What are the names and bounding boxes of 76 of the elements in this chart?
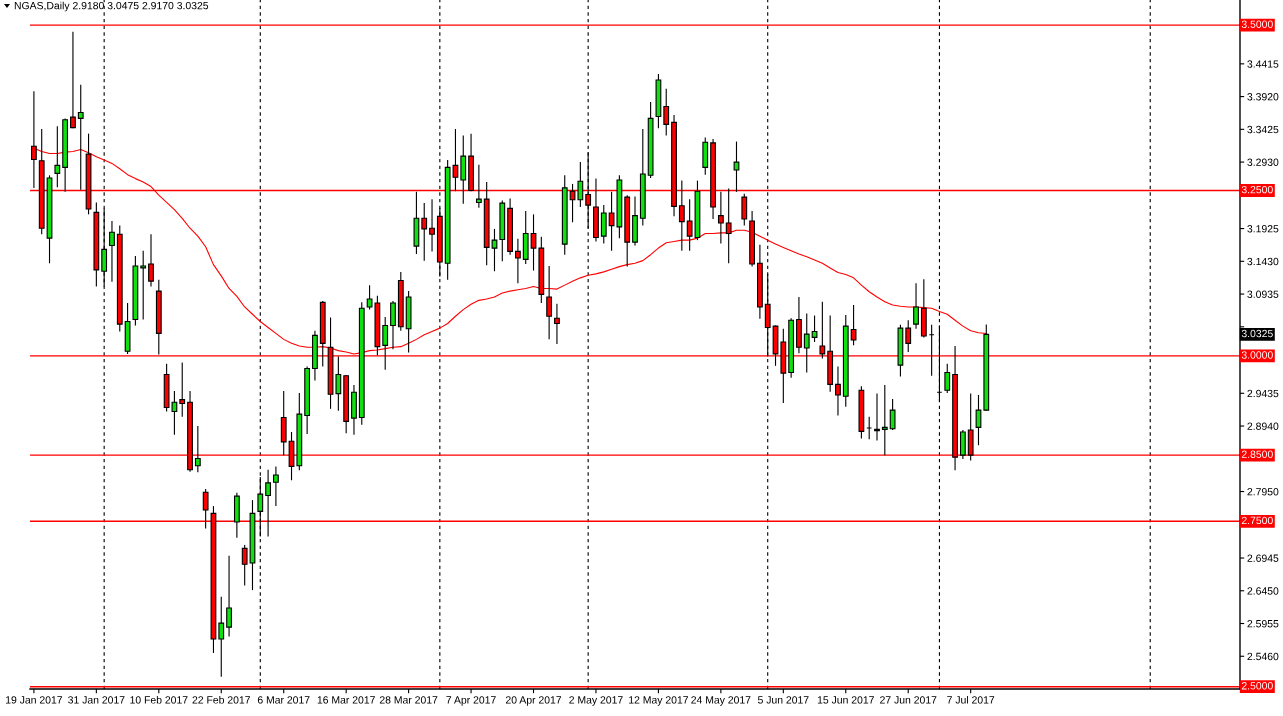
candlestick: [109, 220, 115, 283]
x-tick-label: 20 Apr 2017: [505, 696, 562, 706]
candlestick: [390, 300, 396, 350]
y-tick-label: 3.3920: [1247, 93, 1279, 101]
x-tick-label: 5 Jun 2017: [757, 696, 809, 704]
candlestick: [546, 265, 553, 340]
y-tick-label: 3.3425: [1247, 125, 1279, 134]
candlestick: [460, 135, 467, 205]
candlestick: [140, 250, 147, 321]
candlestick: [881, 384, 888, 456]
y-tick-label: 2.6945: [1247, 554, 1279, 562]
y-tick-label: 3.4415: [1247, 60, 1279, 68]
candlestick: [429, 198, 435, 252]
candlestick: [194, 425, 201, 473]
x-tick-label: 6 Mar 2017: [257, 696, 310, 704]
candlestick: [273, 465, 279, 507]
x-tick-label: 2 May 2017: [569, 696, 623, 706]
x-tick-label: 22 Feb 2017: [192, 695, 250, 704]
x-tick-label: 16 Mar 2017: [317, 696, 375, 704]
ref-line-label: 2.7500: [1241, 516, 1273, 525]
y-tick-label: 2.8940: [1247, 422, 1279, 430]
candlestick: [741, 193, 748, 227]
ref-line-label: 2.5000: [1241, 682, 1273, 690]
candlestick: [382, 316, 389, 371]
y-tick-label: 2.6450: [1247, 587, 1279, 595]
candlestick: [265, 469, 271, 538]
y-tick-label: 2.5460: [1247, 652, 1279, 661]
candlestick: [835, 365, 841, 417]
candlestick: [421, 202, 428, 262]
candlestick: [663, 88, 670, 137]
candlestick: [70, 31, 76, 129]
candlestick: [889, 398, 896, 431]
candlestick: [866, 416, 873, 440]
candlestick: [905, 319, 912, 353]
x-tick-label: 19 Jan 2017: [6, 696, 63, 704]
ref-line-label: 3.2500: [1241, 185, 1273, 194]
x-tick-label: 7 Apr 2017: [446, 696, 496, 706]
x-tick-label: 7 Jul 2017: [947, 695, 995, 704]
annotation: 3.0325: [1241, 329, 1273, 338]
candlestick: [811, 315, 818, 343]
candlestick: [850, 304, 857, 346]
candlestick: [944, 363, 951, 394]
candlestick: [515, 238, 521, 284]
x-tick-label: 15 Jun 2017: [817, 696, 874, 704]
y-tick-label: 3.1430: [1247, 257, 1279, 266]
y-tick-label: 2.9435: [1247, 389, 1279, 398]
candlestick: [959, 429, 966, 460]
candlestick: [975, 394, 982, 446]
x-tick-label: 31 Jan 2017: [68, 696, 125, 704]
candlestick: [475, 164, 482, 209]
candlestick: [803, 313, 810, 374]
y-tick-label: 3.1925: [1247, 225, 1279, 233]
x-tick-label: 28 Mar 2017: [379, 696, 438, 704]
ref-line-label: 3.5000: [1241, 20, 1273, 28]
candlestick: [874, 393, 880, 442]
candlestick: [218, 596, 225, 678]
y-tick-label: 2.5955: [1247, 620, 1279, 628]
y-tick-label: 2.7950: [1247, 488, 1279, 496]
x-tick-label: 10 Feb 2017: [130, 695, 188, 704]
x-tick-label: 27 Jun 2017: [880, 696, 937, 704]
y-tick-label: 3.0935: [1247, 290, 1279, 298]
candlestick: [554, 303, 560, 345]
x-tick-label: 24 May 2017: [691, 696, 751, 706]
candlestick: [733, 141, 740, 193]
candlestick: [148, 233, 154, 288]
candlestick: [77, 84, 84, 191]
candlestick: [226, 555, 232, 637]
candlestick: [54, 125, 61, 188]
ref-line-label: 3.0000: [1241, 351, 1273, 359]
candlestick: [600, 204, 607, 245]
candlestick: [179, 361, 186, 418]
chart-title: NGAS,Daily 2.9180 3.0475 2.9170 3.0325: [14, 1, 209, 12]
x-tick-label: 12 May 2017: [629, 696, 689, 706]
y-tick-label: 3.2930: [1247, 158, 1279, 166]
ref-line-label: 2.8500: [1241, 450, 1273, 458]
candlestick: [913, 282, 919, 330]
